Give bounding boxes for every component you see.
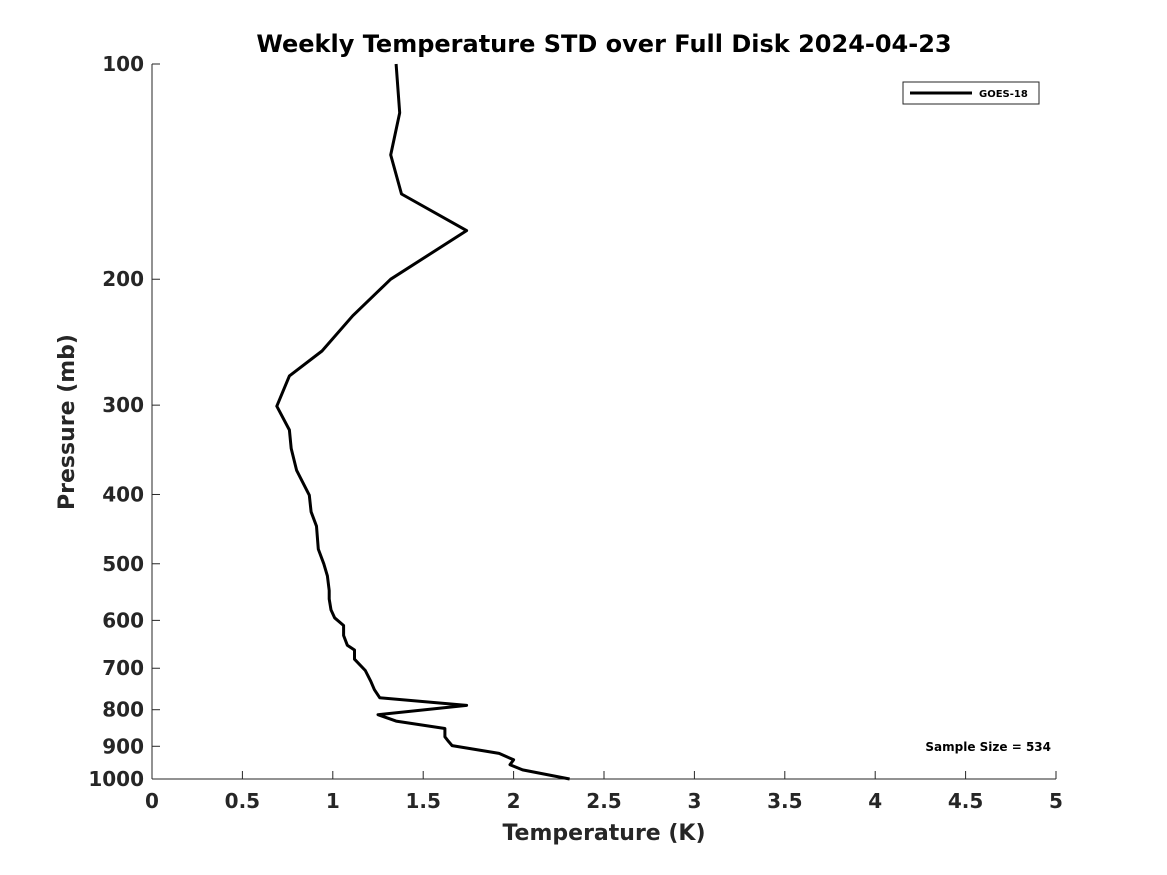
x-tick-label: 1 [326,789,340,813]
x-tick-label: 2 [507,789,521,813]
series-line-goes-18 [275,63,570,781]
x-tick-label: 5 [1049,789,1063,813]
y-tick-label: 600 [102,608,144,632]
x-tick-label: 3 [687,789,701,813]
x-tick-label: 0 [145,789,159,813]
x-tick-label: 1.5 [405,789,440,813]
x-tick-label: 2.5 [586,789,621,813]
y-tick-label: 100 [102,52,144,76]
x-tick-label: 3.5 [767,789,802,813]
y-axis-title: Pressure (mb) [55,334,80,510]
x-tick-label: 4 [868,789,882,813]
y-tick-label: 400 [102,482,144,506]
x-tick-label: 4.5 [948,789,983,813]
y-tick-label: 900 [102,734,144,758]
y-tick-label: 500 [102,552,144,576]
x-tick-label: 0.5 [225,789,260,813]
y-tick-label: 700 [102,656,144,680]
x-axis-title: Temperature (K) [502,821,705,846]
series-layer [275,63,570,781]
y-tick-label: 800 [102,698,144,722]
legend-label: GOES-18 [979,89,1028,100]
y-tick-label: 200 [102,267,144,291]
sample-size-note: Sample Size = 534 [925,740,1051,754]
x-axis-ticks: 0 0.5 1 1.5 2 2.5 3 3.5 4 4.5 5 [145,771,1063,813]
y-tick-label: 300 [102,393,144,417]
chart-title: Weekly Temperature STD over Full Disk 20… [256,30,951,58]
y-tick-label: 1000 [88,767,144,791]
legend: GOES-18 [902,81,1040,105]
y-axis-ticks: 100 200 300 400 500 600 700 800 900 1000 [88,52,160,791]
